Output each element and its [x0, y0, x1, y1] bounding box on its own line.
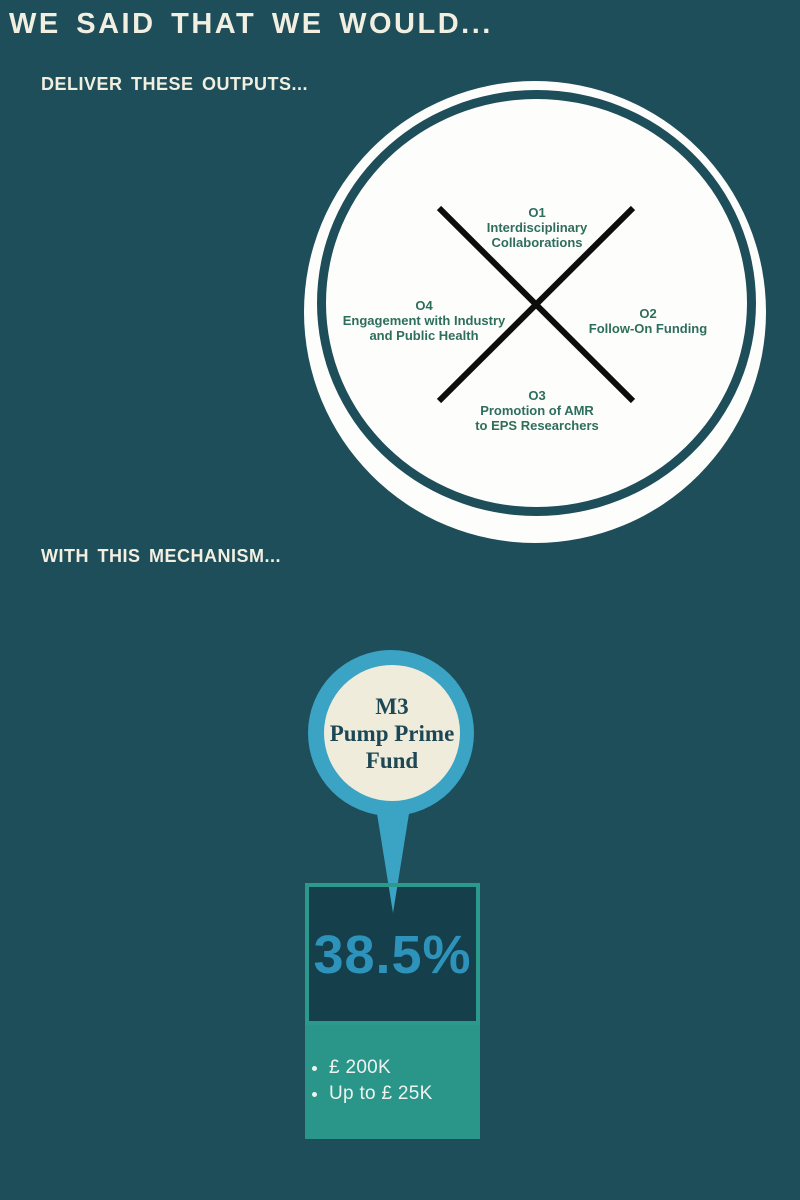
details-list: £ 200K Up to £ 25K — [305, 1055, 480, 1107]
stat-value: 38.5% — [313, 925, 472, 985]
output-label-o4: O4 Engagement with Industry and Public H… — [342, 298, 506, 343]
outputs-circle-ring — [317, 90, 756, 516]
details-panel: £ 200K Up to £ 25K — [305, 1025, 480, 1139]
section-label-mechanism: WITH THIS MECHANISM... — [41, 546, 281, 566]
section-label-outputs: DELIVER THESE OUTPUTS... — [41, 74, 309, 94]
output-label-o2: O2 Follow-On Funding — [588, 306, 708, 336]
pin-face: M3 Pump Prime Fund — [324, 665, 460, 801]
output-label-o3: O3 Promotion of AMR to EPS Researchers — [475, 388, 599, 433]
pin-label: M3 Pump Prime Fund — [329, 693, 455, 773]
detail-item-funding-total: £ 200K — [329, 1055, 480, 1081]
output-label-o1: O1 Interdisciplinary Collaborations — [486, 205, 588, 250]
page-title: WE SAID THAT WE WOULD... — [9, 8, 493, 40]
detail-item-award-cap: Up to £ 25K — [329, 1081, 480, 1107]
